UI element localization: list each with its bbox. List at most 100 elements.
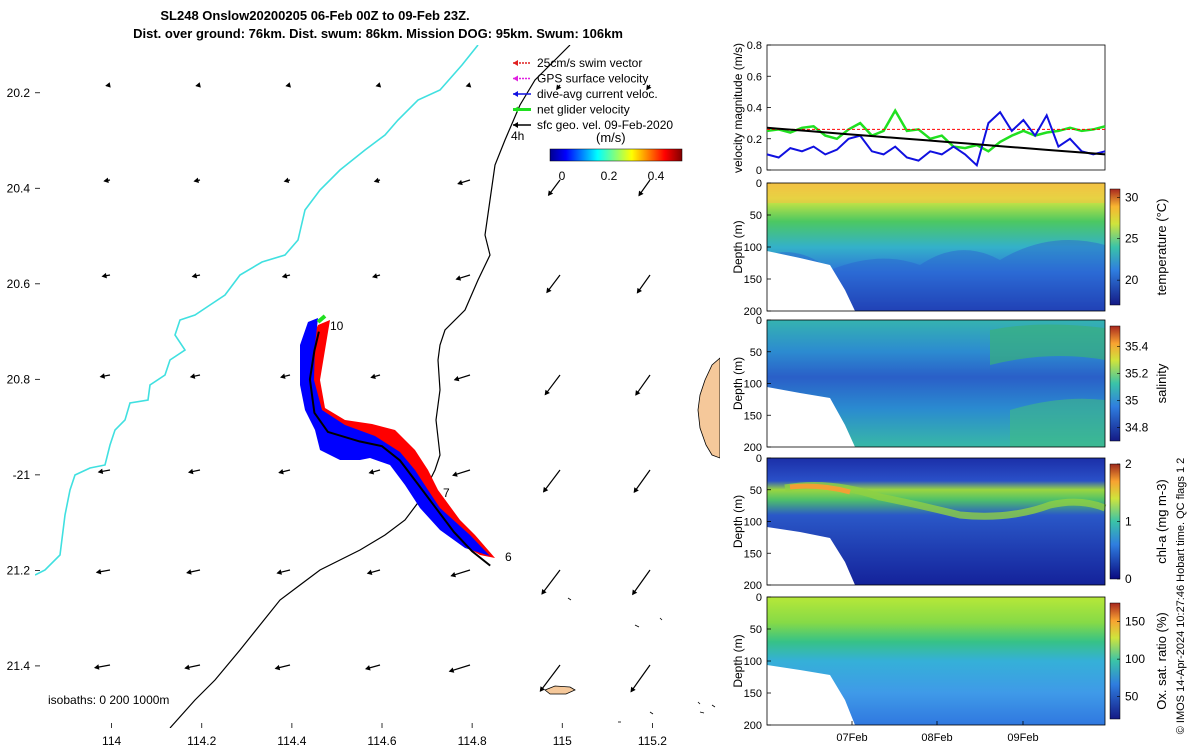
geostrophic-arrowhead [191, 273, 198, 279]
date-tick-label: 07Feb [836, 732, 867, 744]
map-ytick-label: 20.2 [7, 86, 31, 100]
section-ytick-label: 200 [744, 306, 762, 318]
geostrophic-arrowhead [373, 177, 380, 184]
deep-isobath-line [169, 45, 571, 728]
geostrophic-arrowhead [279, 373, 286, 379]
colorbar-tick-label: 30 [1125, 190, 1139, 204]
map-ytick-label: 21.4 [7, 659, 31, 673]
day-marker-10: 10 [330, 319, 344, 333]
section-ytick-label: 50 [750, 210, 762, 222]
date-tick-label: 08Feb [921, 732, 952, 744]
legend-label: dive-avg current veloc. [537, 87, 658, 101]
geostrophic-arrowhead [556, 84, 562, 91]
net-velocity-segment [316, 314, 327, 324]
geostrophic-arrowhead [371, 273, 378, 279]
date-tick-label: 09Feb [1007, 732, 1038, 744]
section-ylabel: Depth (m) [731, 495, 745, 548]
geostrophic-arrowhead [97, 468, 104, 475]
geostrophic-arrowhead [542, 486, 549, 493]
geostrophic-arrowhead [448, 667, 455, 673]
temperature-section [767, 183, 1105, 311]
section-colorbar [1109, 602, 1121, 720]
velocity-ytick-label: 0.2 [747, 134, 762, 146]
geostrophic-arrowhead [193, 177, 199, 184]
geostrophic-arrow [541, 569, 561, 595]
section-ytick-label: 50 [750, 347, 762, 359]
legend-arrowhead [513, 60, 518, 66]
geostrophic-arrowhead [635, 390, 641, 396]
map-xtick-label: 114.4 [277, 734, 306, 748]
map-xtick-label: 115.2 [638, 734, 667, 748]
section-ytick-label: 100 [744, 517, 762, 529]
velocity-ytick-label: 0.6 [747, 71, 762, 83]
map-ytick-label: 20.6 [7, 277, 31, 291]
velocity-series-line [766, 108, 1106, 153]
geostrophic-arrowhead [189, 373, 196, 379]
geostrophic-arrowhead [457, 179, 463, 186]
geostrophic-arrowhead [365, 665, 371, 671]
geostrophic-arrowhead [546, 287, 552, 294]
geostrophic-arrowhead [646, 84, 652, 91]
swim-vector-fill [305, 320, 495, 558]
legend-arrowhead [513, 75, 518, 82]
chla-section [767, 458, 1107, 585]
map-frame [35, 45, 720, 728]
map-legend: 25cm/s swim vector GPS surface velocitydi… [511, 56, 683, 183]
colorbar [549, 148, 683, 162]
section-colorbar [1109, 188, 1121, 306]
geostrophic-arrowhead [93, 664, 100, 670]
legend-label: net glider velocity [537, 103, 630, 117]
arrow-scale-label: 4h [511, 129, 524, 143]
credit-text: © IMOS 14-Apr-2024 10:27:46 Hobart time.… [1175, 458, 1187, 735]
section-ytick-label: 0 [756, 453, 762, 465]
geostrophic-arrowhead [276, 569, 282, 575]
section-ytick-label: 100 [744, 379, 762, 391]
geostrophic-arrow [543, 469, 561, 493]
map-xtick-label: 114.8 [458, 734, 487, 748]
island-shape [544, 685, 576, 695]
velocity-ytick-label: 0.8 [747, 40, 762, 52]
chart-title: SL248 Onslow20200205 06-Feb 00Z to 09-Fe… [160, 8, 469, 23]
section-ytick-label: 150 [744, 688, 762, 700]
geostrophic-arrow [539, 664, 561, 692]
geostrophic-arrowhead [99, 373, 106, 379]
colorbar-tick-label: 2 [1125, 457, 1132, 471]
day-marker-6: 6 [505, 550, 512, 564]
chart-subtitle: Dist. over ground: 76km. Dist. swum: 86k… [133, 26, 623, 41]
colorbar-tick-label: 0 [1125, 572, 1132, 586]
map-ytick-label: 20.8 [7, 372, 31, 386]
geostrophic-arrowhead [465, 82, 472, 88]
geostrophic-arrowhead [633, 487, 639, 494]
map-ytick-label: 21.2 [7, 563, 31, 577]
section-ytick-label: 100 [744, 242, 762, 254]
map-xtick-label: 115 [553, 734, 572, 748]
geostrophic-arrowhead [541, 589, 547, 595]
geostrophic-arrowhead [103, 177, 109, 184]
section-ylabel: Depth (m) [731, 220, 745, 273]
colorbar-tick-label: 150 [1125, 615, 1145, 629]
map-ytick-label: -21 [13, 468, 31, 482]
isobaths-label: isobaths: 0 200 1000m [48, 693, 169, 707]
colorbar-tick-04: 0.4 [648, 169, 665, 183]
colorbar-tick-label: 34.8 [1125, 420, 1149, 434]
legend-arrowhead [513, 122, 518, 128]
geostrophic-arrow [632, 569, 651, 595]
geostrophic-arrowhead [283, 177, 290, 184]
section-ytick-label: 50 [750, 624, 762, 636]
coastline-land [697, 357, 720, 459]
section-colorbar [1109, 325, 1121, 442]
colorbar-tick-label: 100 [1125, 652, 1145, 666]
section-ytick-label: 0 [756, 592, 762, 604]
map-xtick-label: 114 [102, 734, 121, 748]
map-xtick-label: 114.2 [187, 734, 216, 748]
geostrophic-arrowhead [539, 686, 545, 692]
oxygen-section [767, 597, 1105, 725]
salinity-section [767, 320, 1105, 447]
geostrophic-arrowhead [184, 664, 190, 670]
geostrophic-arrowhead [187, 468, 194, 475]
colorbar-label: temperature (°C) [1154, 199, 1169, 296]
geostrophic-arrowhead [450, 571, 456, 578]
geostrophic-arrow [630, 664, 651, 692]
geostrophic-arrowhead [95, 568, 102, 575]
colorbar-tick-label: 1 [1125, 515, 1132, 529]
